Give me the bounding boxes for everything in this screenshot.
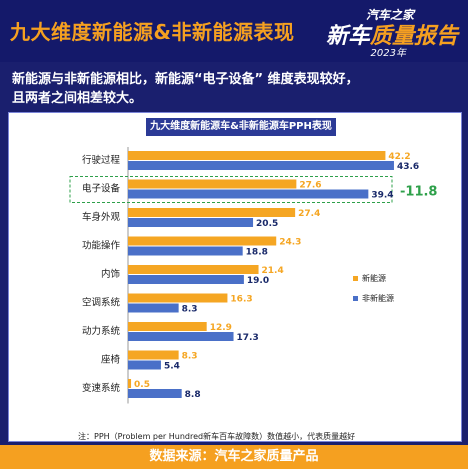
logo-main-b: 质量报告 [369, 24, 458, 49]
footnote: 注：PPH（Problem per Hundred新车百车故障数）数值越小，代表… [78, 432, 356, 441]
highlight-box [69, 176, 393, 203]
bar-ice [128, 218, 254, 227]
description-line-1: 新能源与非新能源相比，新能源“电子设备” 维度表现较好， [12, 72, 359, 87]
legend-swatch [353, 276, 358, 281]
bar-nev [128, 151, 386, 160]
data-label: 17.3 [237, 333, 259, 343]
bar-ice [128, 161, 394, 170]
bar-nev [128, 322, 207, 331]
bar-nev [128, 208, 296, 217]
header: 九大维度新能源&非新能源表现 汽车之家 新车质量报告 2023年 [0, 0, 468, 62]
legend-label: 新能源 [362, 273, 386, 283]
logo-brand-text: 汽车之家 [365, 8, 414, 22]
data-label: 27.6 [299, 181, 321, 191]
bar-ice [128, 246, 243, 256]
category-label: 电子设备 [82, 183, 121, 195]
data-label: 24.3 [279, 238, 301, 248]
chart-title: 九大维度新能源车&非新能源车PPH表现 [146, 118, 336, 136]
description: 新能源与非新能源相比，新能源“电子设备” 维度表现较好， 且两者之间相差较大。 [12, 70, 452, 108]
bar-ice [128, 389, 182, 398]
logo-main-text: 新车质量报告 [326, 18, 458, 50]
description-line-2: 且两者之间相差较大。 [12, 91, 143, 106]
category-label: 车身外观 [82, 211, 121, 223]
data-label: 27.4 [298, 209, 320, 219]
data-label: 20.5 [256, 219, 278, 229]
bar-nev [128, 379, 132, 388]
data-source-footer: 数据来源：汽车之家质量产品 [0, 445, 468, 469]
page-title: 九大维度新能源&非新能源表现 [10, 20, 295, 44]
bar-ice [128, 360, 161, 370]
category-label: 空调系统 [82, 297, 121, 309]
bar-nev [128, 236, 277, 246]
logo-year: 2023年 [370, 48, 406, 59]
report-logo: 汽车之家 新车质量报告 2023年 [310, 4, 460, 59]
bar-ice [128, 189, 369, 199]
legend-swatch [353, 296, 358, 301]
logo-main-a: 新车 [325, 24, 370, 49]
category-label: 内饰 [101, 268, 120, 280]
data-label: 43.6 [397, 162, 419, 172]
category-label: 行驶过程 [82, 154, 121, 166]
bar-nev [128, 350, 179, 360]
bar-ice [128, 332, 234, 341]
data-label: 8.3 [182, 352, 198, 362]
data-label: 12.9 [210, 323, 232, 333]
category-label: 功能操作 [82, 240, 121, 252]
data-label: 5.4 [164, 362, 180, 372]
bar-ice [128, 275, 244, 284]
bar-nev [128, 293, 228, 303]
data-label: 8.3 [182, 305, 198, 315]
bar-nev [128, 265, 259, 274]
data-label: 8.8 [185, 390, 201, 400]
legend-label: 非新能源 [362, 293, 394, 303]
data-label: 18.8 [246, 248, 268, 258]
category-label: 座椅 [101, 354, 121, 366]
category-label: 动力系统 [82, 325, 121, 337]
data-label: 21.4 [262, 266, 284, 276]
data-label: 39.4 [371, 191, 393, 201]
data-label: 42.2 [388, 152, 410, 162]
bar-ice [128, 303, 179, 313]
data-label: 19.0 [247, 276, 269, 286]
difference-label: -11.8 [400, 185, 437, 200]
data-label: 0.5 [134, 380, 150, 390]
category-label: 变速系统 [82, 382, 121, 394]
bar-nev [128, 179, 297, 189]
data-label: 16.3 [230, 295, 252, 305]
